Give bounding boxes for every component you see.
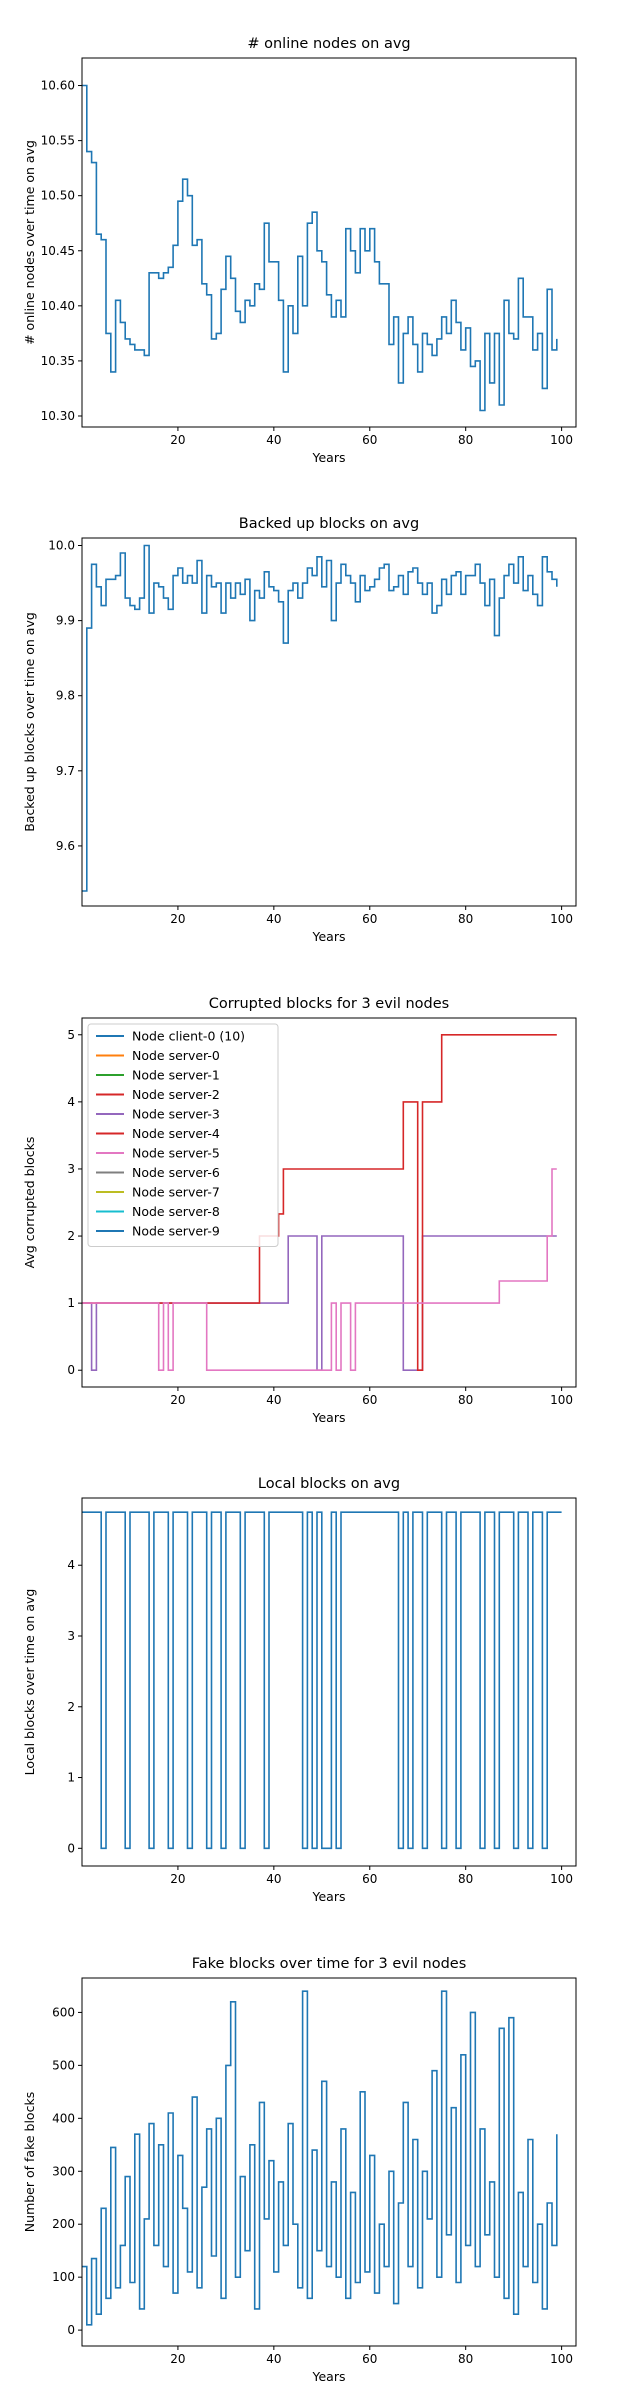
x-tick-label-1-2: 60 bbox=[362, 912, 377, 926]
y-tick-label-4-3: 300 bbox=[52, 2164, 75, 2178]
axes-frame-2 bbox=[81, 1017, 577, 1388]
series-line-4-0 bbox=[82, 1990, 558, 2326]
legend-label-2-4: Node server-3 bbox=[132, 1107, 220, 1122]
y-tick-label-4-2: 200 bbox=[52, 2217, 75, 2231]
x-tick-label-3-1: 40 bbox=[266, 1872, 281, 1886]
y-tick-label-2-3: 3 bbox=[67, 1162, 75, 1176]
x-tick-label-0-1: 40 bbox=[266, 433, 281, 447]
y-axis-label-0: # online nodes over time on avg bbox=[22, 140, 37, 345]
x-axis-label-3: Years bbox=[312, 1889, 346, 1904]
series-line-2-6 bbox=[82, 1168, 557, 1371]
x-tick-label-2-4: 100 bbox=[550, 1393, 573, 1407]
x-tick-label-4-2: 60 bbox=[362, 2352, 377, 2366]
y-tick-label-0-1: 10.35 bbox=[41, 354, 75, 368]
legend-label-2-9: Node server-8 bbox=[132, 1204, 220, 1219]
y-tick-label-3-2: 2 bbox=[67, 1700, 75, 1714]
y-tick-label-1-4: 10.0 bbox=[48, 539, 75, 553]
y-axis-label-1: Backed up blocks over time on avg bbox=[22, 612, 37, 832]
x-axis-label-1: Years bbox=[312, 929, 346, 944]
y-tick-label-3-3: 3 bbox=[67, 1629, 75, 1643]
x-tick-label-4-1: 40 bbox=[266, 2352, 281, 2366]
y-tick-label-1-2: 9.8 bbox=[56, 689, 75, 703]
series-line-1-0 bbox=[82, 544, 558, 892]
legend-label-2-1: Node server-0 bbox=[132, 1048, 220, 1063]
x-tick-label-0-0: 20 bbox=[170, 433, 185, 447]
x-tick-label-3-4: 100 bbox=[550, 1872, 573, 1886]
y-tick-label-3-1: 1 bbox=[67, 1771, 75, 1785]
y-tick-label-4-1: 100 bbox=[52, 2270, 75, 2284]
chart-title-2: Corrupted blocks for 3 evil nodes bbox=[209, 996, 449, 1012]
y-axis-label-2: Avg corrupted blocks bbox=[22, 1137, 37, 1269]
y-tick-label-1-0: 9.6 bbox=[56, 839, 75, 853]
x-tick-label-4-3: 80 bbox=[458, 2352, 473, 2366]
legend-label-2-0: Node client-0 (10) bbox=[132, 1029, 245, 1044]
x-tick-label-1-0: 20 bbox=[170, 912, 185, 926]
legend-label-2-5: Node server-4 bbox=[132, 1126, 220, 1141]
axes-frame-4 bbox=[81, 1977, 577, 2347]
series-line-0-0 bbox=[82, 84, 558, 412]
legend-box-2 bbox=[87, 1023, 279, 1247]
y-tick-label-4-0: 0 bbox=[67, 2323, 75, 2337]
legend-label-2-2: Node server-1 bbox=[132, 1068, 220, 1083]
legend-label-2-8: Node server-7 bbox=[132, 1185, 220, 1200]
x-tick-label-3-3: 80 bbox=[458, 1872, 473, 1886]
chart-title-4: Fake blocks over time for 3 evil nodes bbox=[192, 1956, 467, 1972]
legend-label-2-3: Node server-2 bbox=[132, 1087, 220, 1102]
x-tick-label-3-2: 60 bbox=[362, 1872, 377, 1886]
y-tick-label-3-4: 4 bbox=[67, 1558, 75, 1572]
x-tick-label-4-0: 20 bbox=[170, 2352, 185, 2366]
legend-label-2-10: Node server-9 bbox=[132, 1224, 220, 1239]
x-tick-label-0-4: 100 bbox=[550, 433, 573, 447]
series-line-3-0 bbox=[82, 1511, 562, 1850]
x-tick-label-2-1: 40 bbox=[266, 1393, 281, 1407]
x-tick-label-2-3: 80 bbox=[458, 1393, 473, 1407]
x-axis-label-2: Years bbox=[312, 1410, 346, 1425]
y-tick-label-0-2: 10.40 bbox=[41, 299, 75, 313]
y-tick-label-2-4: 4 bbox=[67, 1095, 75, 1109]
y-axis-label-3: Local blocks over time on avg bbox=[22, 1589, 37, 1776]
y-tick-label-0-5: 10.55 bbox=[41, 134, 75, 148]
y-tick-label-2-5: 5 bbox=[67, 1028, 75, 1042]
x-tick-label-0-3: 80 bbox=[458, 433, 473, 447]
chart-title-0: # online nodes on avg bbox=[247, 36, 410, 52]
x-tick-label-1-1: 40 bbox=[266, 912, 281, 926]
x-tick-label-2-0: 20 bbox=[170, 1393, 185, 1407]
y-tick-label-0-6: 10.60 bbox=[41, 79, 75, 93]
axes-frame-3 bbox=[81, 1497, 577, 1867]
y-tick-label-2-1: 1 bbox=[67, 1296, 75, 1310]
x-tick-label-1-4: 100 bbox=[550, 912, 573, 926]
y-tick-label-4-6: 600 bbox=[52, 2005, 75, 2019]
x-tick-label-2-2: 60 bbox=[362, 1393, 377, 1407]
chart-title-1: Backed up blocks on avg bbox=[239, 516, 419, 532]
y-tick-label-0-0: 10.30 bbox=[41, 409, 75, 423]
axes-frame-0 bbox=[81, 57, 577, 428]
x-tick-label-0-2: 60 bbox=[362, 433, 377, 447]
legend-label-2-7: Node server-6 bbox=[132, 1165, 220, 1180]
y-tick-label-4-4: 400 bbox=[52, 2111, 75, 2125]
y-tick-label-0-4: 10.50 bbox=[41, 189, 75, 203]
x-axis-label-0: Years bbox=[312, 450, 346, 465]
y-tick-label-0-3: 10.45 bbox=[41, 244, 75, 258]
y-tick-label-3-0: 0 bbox=[67, 1841, 75, 1855]
axes-frame-1 bbox=[81, 537, 577, 907]
x-tick-label-4-4: 100 bbox=[550, 2352, 573, 2366]
y-tick-label-2-0: 0 bbox=[67, 1363, 75, 1377]
x-axis-label-4: Years bbox=[312, 2369, 346, 2384]
y-tick-label-2-2: 2 bbox=[67, 1229, 75, 1243]
y-tick-label-4-5: 500 bbox=[52, 2058, 75, 2072]
chart-title-3: Local blocks on avg bbox=[258, 1476, 400, 1492]
y-axis-label-4: Number of fake blocks bbox=[22, 2092, 37, 2232]
y-tick-label-1-1: 9.7 bbox=[56, 764, 75, 778]
x-tick-label-3-0: 20 bbox=[170, 1872, 185, 1886]
y-tick-label-1-3: 9.9 bbox=[56, 614, 75, 628]
x-tick-label-1-3: 80 bbox=[458, 912, 473, 926]
legend-label-2-6: Node server-5 bbox=[132, 1146, 220, 1161]
